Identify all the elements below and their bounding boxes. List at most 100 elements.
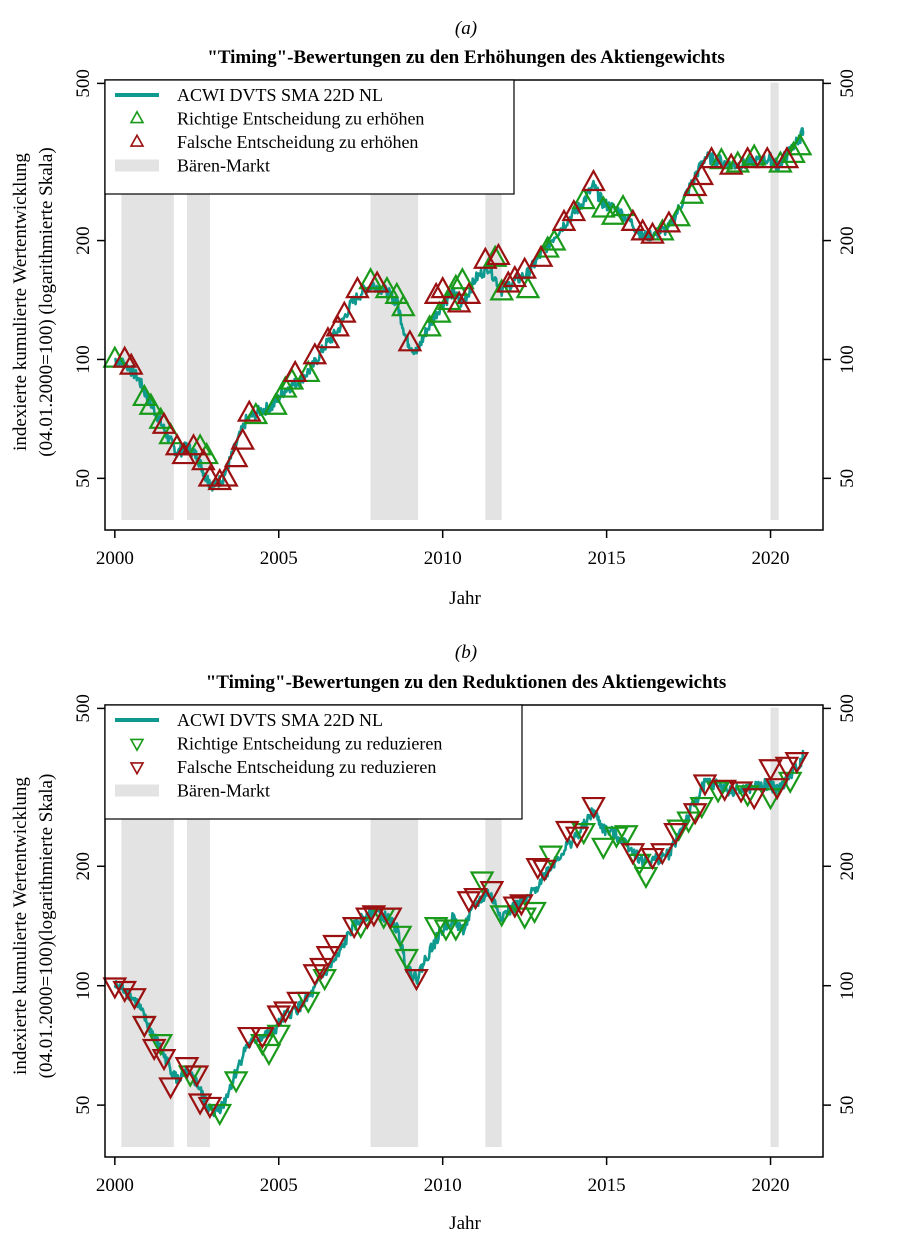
- marker-wrong: [184, 1065, 210, 1088]
- panel-b-title: "Timing"-Bewertungen zu den Reduktionen …: [206, 672, 727, 693]
- marker-wrong: [456, 281, 482, 305]
- marker-wrong: [213, 464, 239, 487]
- marker-wrong: [486, 242, 511, 266]
- bear-market-band: [770, 707, 779, 1147]
- y-tick-label-right: 200: [837, 226, 858, 255]
- marker-correct: [633, 866, 659, 890]
- marker-wrong: [554, 820, 580, 844]
- marker-correct: [613, 825, 639, 848]
- marker-wrong: [692, 774, 718, 797]
- marker-correct: [387, 925, 413, 948]
- marker-wrong: [118, 352, 144, 375]
- marker-wrong: [131, 1015, 157, 1039]
- marker-wrong: [754, 145, 780, 169]
- marker-wrong: [197, 1096, 223, 1120]
- marker-wrong: [181, 433, 206, 456]
- marker-correct: [758, 788, 783, 811]
- marker-correct: [256, 1043, 282, 1067]
- legend-triangle-symbol: [129, 738, 145, 752]
- marker-correct: [689, 796, 715, 820]
- panel-b-xlabel: Jahr: [449, 1213, 481, 1234]
- marker-wrong: [735, 145, 760, 169]
- y-tick-label-left: 100: [73, 345, 94, 374]
- legend-triangle-symbol: [129, 133, 145, 147]
- marker-wrong: [502, 896, 528, 919]
- y-tick-label-left: 200: [73, 852, 94, 881]
- y-tick-label-right: 500: [837, 694, 858, 723]
- marker-wrong: [656, 210, 682, 233]
- marker-wrong: [649, 843, 675, 866]
- marker-wrong: [250, 1026, 275, 1050]
- panel-a-title: "Timing"-Bewertungen zu den Erhöhungen d…: [207, 47, 724, 68]
- panel-b-ylabel-line1: indexierte kumulierte Wertentwicklung: [10, 777, 31, 1075]
- marker-correct: [725, 150, 751, 173]
- panel-b-label: (b): [455, 642, 477, 663]
- y-tick-label-right: 200: [837, 852, 858, 881]
- marker-correct: [384, 281, 410, 305]
- x-tick-label: 2010: [424, 548, 462, 569]
- x-tick-label: 2005: [260, 1175, 298, 1196]
- x-tick-label: 2000: [96, 548, 134, 569]
- marker-wrong: [331, 300, 357, 323]
- marker-wrong: [620, 208, 646, 231]
- marker-wrong: [774, 756, 800, 779]
- marker-correct: [394, 948, 419, 972]
- x-tick-label: 2015: [588, 548, 626, 569]
- marker-correct: [538, 845, 564, 868]
- marker-wrong: [682, 803, 708, 826]
- y-tick-label-right: 50: [837, 1096, 858, 1115]
- marker-correct: [138, 392, 164, 415]
- marker-wrong: [266, 1005, 292, 1028]
- y-tick-label-right: 100: [837, 971, 858, 1000]
- marker-wrong: [187, 1093, 213, 1116]
- marker-correct: [358, 267, 383, 290]
- marker-correct: [148, 1034, 174, 1057]
- marker-wrong: [620, 843, 646, 866]
- marker-wrong: [699, 145, 724, 169]
- marker-wrong: [561, 198, 587, 222]
- marker-correct: [705, 781, 731, 804]
- marker-correct: [423, 917, 449, 940]
- marker-correct: [666, 819, 692, 842]
- marker-wrong: [404, 969, 429, 992]
- marker-correct: [590, 195, 616, 218]
- x-tick-label: 2020: [752, 1175, 790, 1196]
- panel-a-label: (a): [455, 18, 477, 39]
- marker-correct: [443, 273, 469, 296]
- marker-wrong: [397, 329, 423, 352]
- marker-wrong: [741, 788, 767, 811]
- marker-wrong: [640, 221, 665, 244]
- marker-correct: [489, 278, 515, 301]
- marker-wrong: [581, 168, 606, 192]
- marker-correct: [787, 133, 813, 156]
- panel-b-plot: 2000 2005 2010 2015 2020 50 50 100 100 200 200 500 5…: [73, 694, 858, 1196]
- y-tick-label-left: 200: [73, 226, 94, 255]
- marker-correct: [627, 853, 652, 877]
- marker-wrong: [325, 314, 351, 337]
- y-tick-label-left: 50: [73, 469, 94, 488]
- marker-wrong: [345, 275, 370, 299]
- marker-wrong: [286, 991, 311, 1015]
- marker-wrong: [302, 342, 328, 365]
- x-tick-label: 2020: [752, 548, 790, 569]
- legend-box: [104, 704, 523, 820]
- legend-bear-symbol: [115, 784, 159, 797]
- legend-entry-label: Richtige Entscheidung zu reduzieren: [177, 734, 442, 754]
- marker-correct: [735, 785, 760, 808]
- y-tick-label-right: 100: [837, 345, 858, 374]
- marker-wrong: [682, 173, 708, 197]
- marker-correct: [741, 143, 767, 166]
- marker-correct: [443, 919, 469, 942]
- marker-correct: [390, 293, 416, 317]
- marker-wrong: [774, 145, 800, 169]
- marker-correct: [449, 267, 475, 290]
- marker-wrong: [456, 891, 482, 914]
- marker-wrong: [718, 152, 744, 175]
- y-tick-label-left: 100: [73, 971, 94, 1000]
- marker-correct: [272, 375, 298, 398]
- legend-entry-label: ACWI DVTS SMA 22D NL: [177, 85, 383, 105]
- marker-wrong: [509, 894, 534, 917]
- marker-wrong: [479, 881, 505, 904]
- y-tick-label-right: 500: [837, 69, 858, 98]
